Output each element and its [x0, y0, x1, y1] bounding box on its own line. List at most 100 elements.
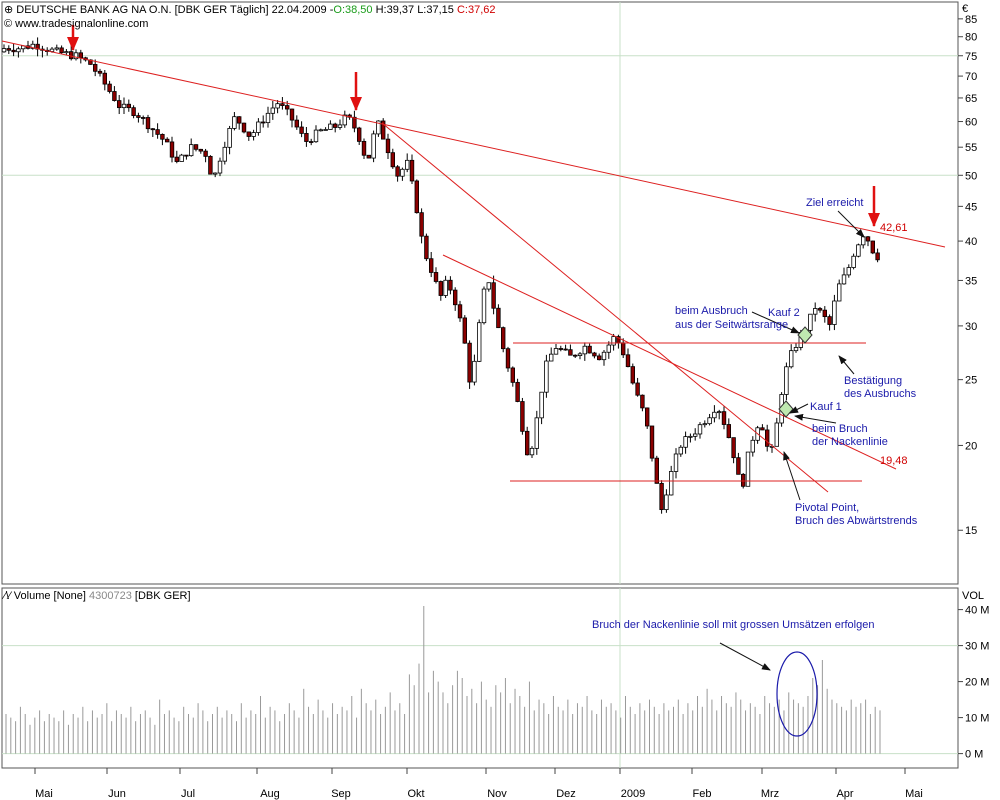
trend-line	[1, 40, 946, 248]
candle-body	[140, 117, 146, 119]
candle-body	[520, 401, 525, 432]
candle-body	[424, 235, 429, 260]
annotation-bruch-2: der Nackenlinie	[812, 436, 888, 448]
candle-body	[227, 128, 232, 148]
candle-body	[203, 150, 208, 157]
candle-body	[313, 129, 319, 143]
candle-body	[870, 240, 875, 254]
month-tick-label: 2009	[621, 788, 645, 800]
candle-body	[784, 366, 789, 395]
candle-body	[136, 115, 141, 118]
annotation-ausbruch-2: aus der Seitwärtsrange	[675, 319, 788, 331]
price-tick-label: 20	[965, 440, 977, 452]
candle-body	[121, 103, 127, 109]
candle-body	[232, 116, 237, 129]
candle-body	[486, 282, 491, 290]
month-tick-label: Mrz	[761, 788, 779, 800]
candles-group	[1, 37, 880, 514]
month-tick-label: Okt	[407, 788, 424, 800]
candle-body	[256, 121, 261, 133]
candle-body	[832, 300, 837, 325]
candle-body	[107, 83, 112, 92]
indicator-icon[interactable]: ⁄\⁄	[4, 590, 11, 602]
price-tick-label: 25	[965, 375, 977, 387]
candle-body	[385, 138, 391, 154]
volume-tick-label: 40 M	[965, 605, 989, 617]
volume-axis-title: VOL	[962, 590, 985, 602]
candle-body	[126, 103, 131, 109]
candle-body	[760, 427, 765, 431]
price-tick-label: 30	[965, 321, 977, 333]
month-tick-label: Sep	[331, 788, 351, 800]
trend-line	[442, 254, 897, 470]
candle-body	[549, 353, 554, 362]
candle-body	[59, 47, 64, 54]
month-tick-label: Apr	[836, 788, 853, 800]
website-line: © www.tradesignalonline.com	[4, 18, 148, 30]
candle-body	[160, 133, 165, 140]
price-tick-label: 65	[965, 93, 977, 105]
candle-body	[664, 494, 669, 511]
candle-body	[467, 342, 472, 383]
candle-body	[721, 411, 727, 425]
candle-body	[395, 166, 400, 177]
price-tick-label: 85	[965, 14, 977, 26]
candle-body	[112, 91, 117, 101]
candle-body	[856, 244, 861, 257]
candle-body	[366, 154, 371, 159]
candle-body	[174, 156, 179, 162]
candle-body	[193, 144, 199, 150]
candle-body	[640, 394, 645, 409]
candle-body	[69, 51, 74, 60]
candle-body	[712, 411, 717, 419]
candle-body	[846, 267, 851, 276]
candle-body	[342, 114, 347, 126]
candle-body	[525, 430, 530, 456]
month-tick-label: Jul	[181, 788, 195, 800]
candle-body	[265, 112, 271, 124]
candle-body	[145, 117, 151, 130]
candle-body	[683, 436, 688, 448]
candle-body	[222, 146, 227, 162]
pointer-arrow	[783, 451, 801, 501]
candle-body	[251, 132, 256, 137]
volume-annotation: Bruch der Nackenlinie soll mit grossen U…	[592, 619, 874, 631]
candle-body	[352, 116, 357, 129]
price-tick-label: 60	[965, 117, 977, 129]
candle-body	[54, 47, 59, 50]
candle-body	[688, 435, 693, 438]
candle-body	[476, 322, 482, 362]
candle-body	[587, 345, 592, 354]
collapse-icon[interactable]: ⊕	[4, 4, 14, 16]
candle-body	[1, 48, 7, 53]
candle-body	[400, 168, 405, 177]
candle-body	[64, 51, 69, 54]
candle-body	[169, 141, 175, 158]
candle-body	[654, 457, 659, 484]
candle-body	[308, 141, 314, 143]
candle-body	[289, 108, 295, 121]
volume-tick-label: 30 M	[965, 641, 989, 653]
close-value: C:37,62	[456, 4, 496, 16]
candle-body	[496, 307, 501, 329]
candle-body	[179, 154, 184, 162]
candle-body	[568, 349, 573, 356]
candle-body	[184, 154, 189, 157]
price-tick-label: 40	[965, 236, 977, 248]
candle-body	[438, 281, 443, 296]
candle-body	[515, 381, 520, 402]
candle-body	[131, 107, 136, 117]
price-tick-label: 80	[965, 32, 977, 44]
candle-body	[280, 103, 285, 106]
candle-body	[597, 355, 602, 361]
open-value: O:38,50	[333, 4, 373, 16]
price-tick-label: 45	[965, 201, 977, 213]
candle-body	[808, 313, 813, 331]
candle-body	[30, 43, 35, 49]
candle-body	[208, 155, 213, 175]
price-tick-label: 35	[965, 275, 977, 287]
candle-body	[443, 279, 448, 296]
candle-body	[659, 482, 664, 511]
candle-body	[625, 354, 631, 368]
